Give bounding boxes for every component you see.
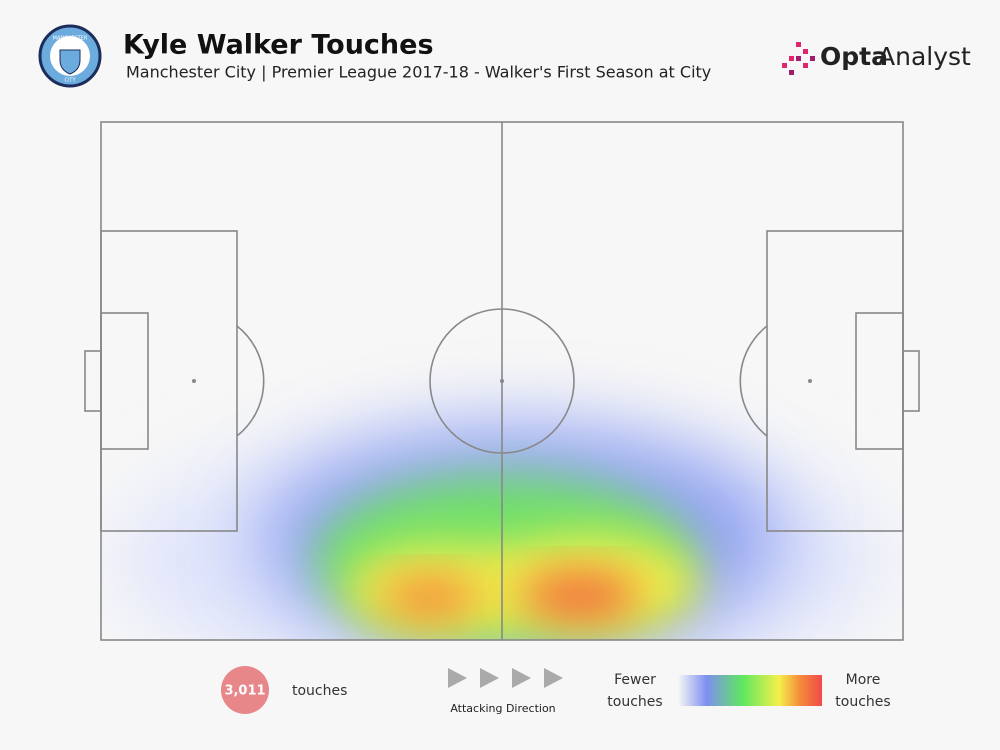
spots	[192, 379, 812, 383]
title: Kyle Walker Touches	[123, 30, 434, 61]
scale-low: touches	[607, 694, 662, 710]
direction-label: Attacking Direction	[450, 702, 555, 715]
scale-high: touches	[835, 694, 890, 710]
club-badge: MANCHESTER CITY	[38, 24, 102, 88]
pitch	[84, 121, 920, 641]
scale-bar	[678, 675, 822, 706]
direction-arrows	[448, 668, 563, 688]
total-badge	[221, 666, 269, 714]
subtitle: Manchester City | Premier League 2017-18…	[126, 63, 711, 82]
scale-low: Fewer	[614, 672, 656, 688]
brand-bold: Opta	[820, 42, 888, 71]
brand-logo: Opta Analyst	[782, 42, 971, 75]
scale-high: More	[846, 672, 881, 688]
total-label: touches	[292, 683, 347, 699]
badge-text: MANCHESTER	[53, 36, 88, 42]
heatmap	[120, 430, 880, 640]
badge-text: CITY	[64, 78, 76, 84]
total-value: 3,011	[224, 684, 265, 699]
brand-light: Analyst	[878, 42, 971, 71]
